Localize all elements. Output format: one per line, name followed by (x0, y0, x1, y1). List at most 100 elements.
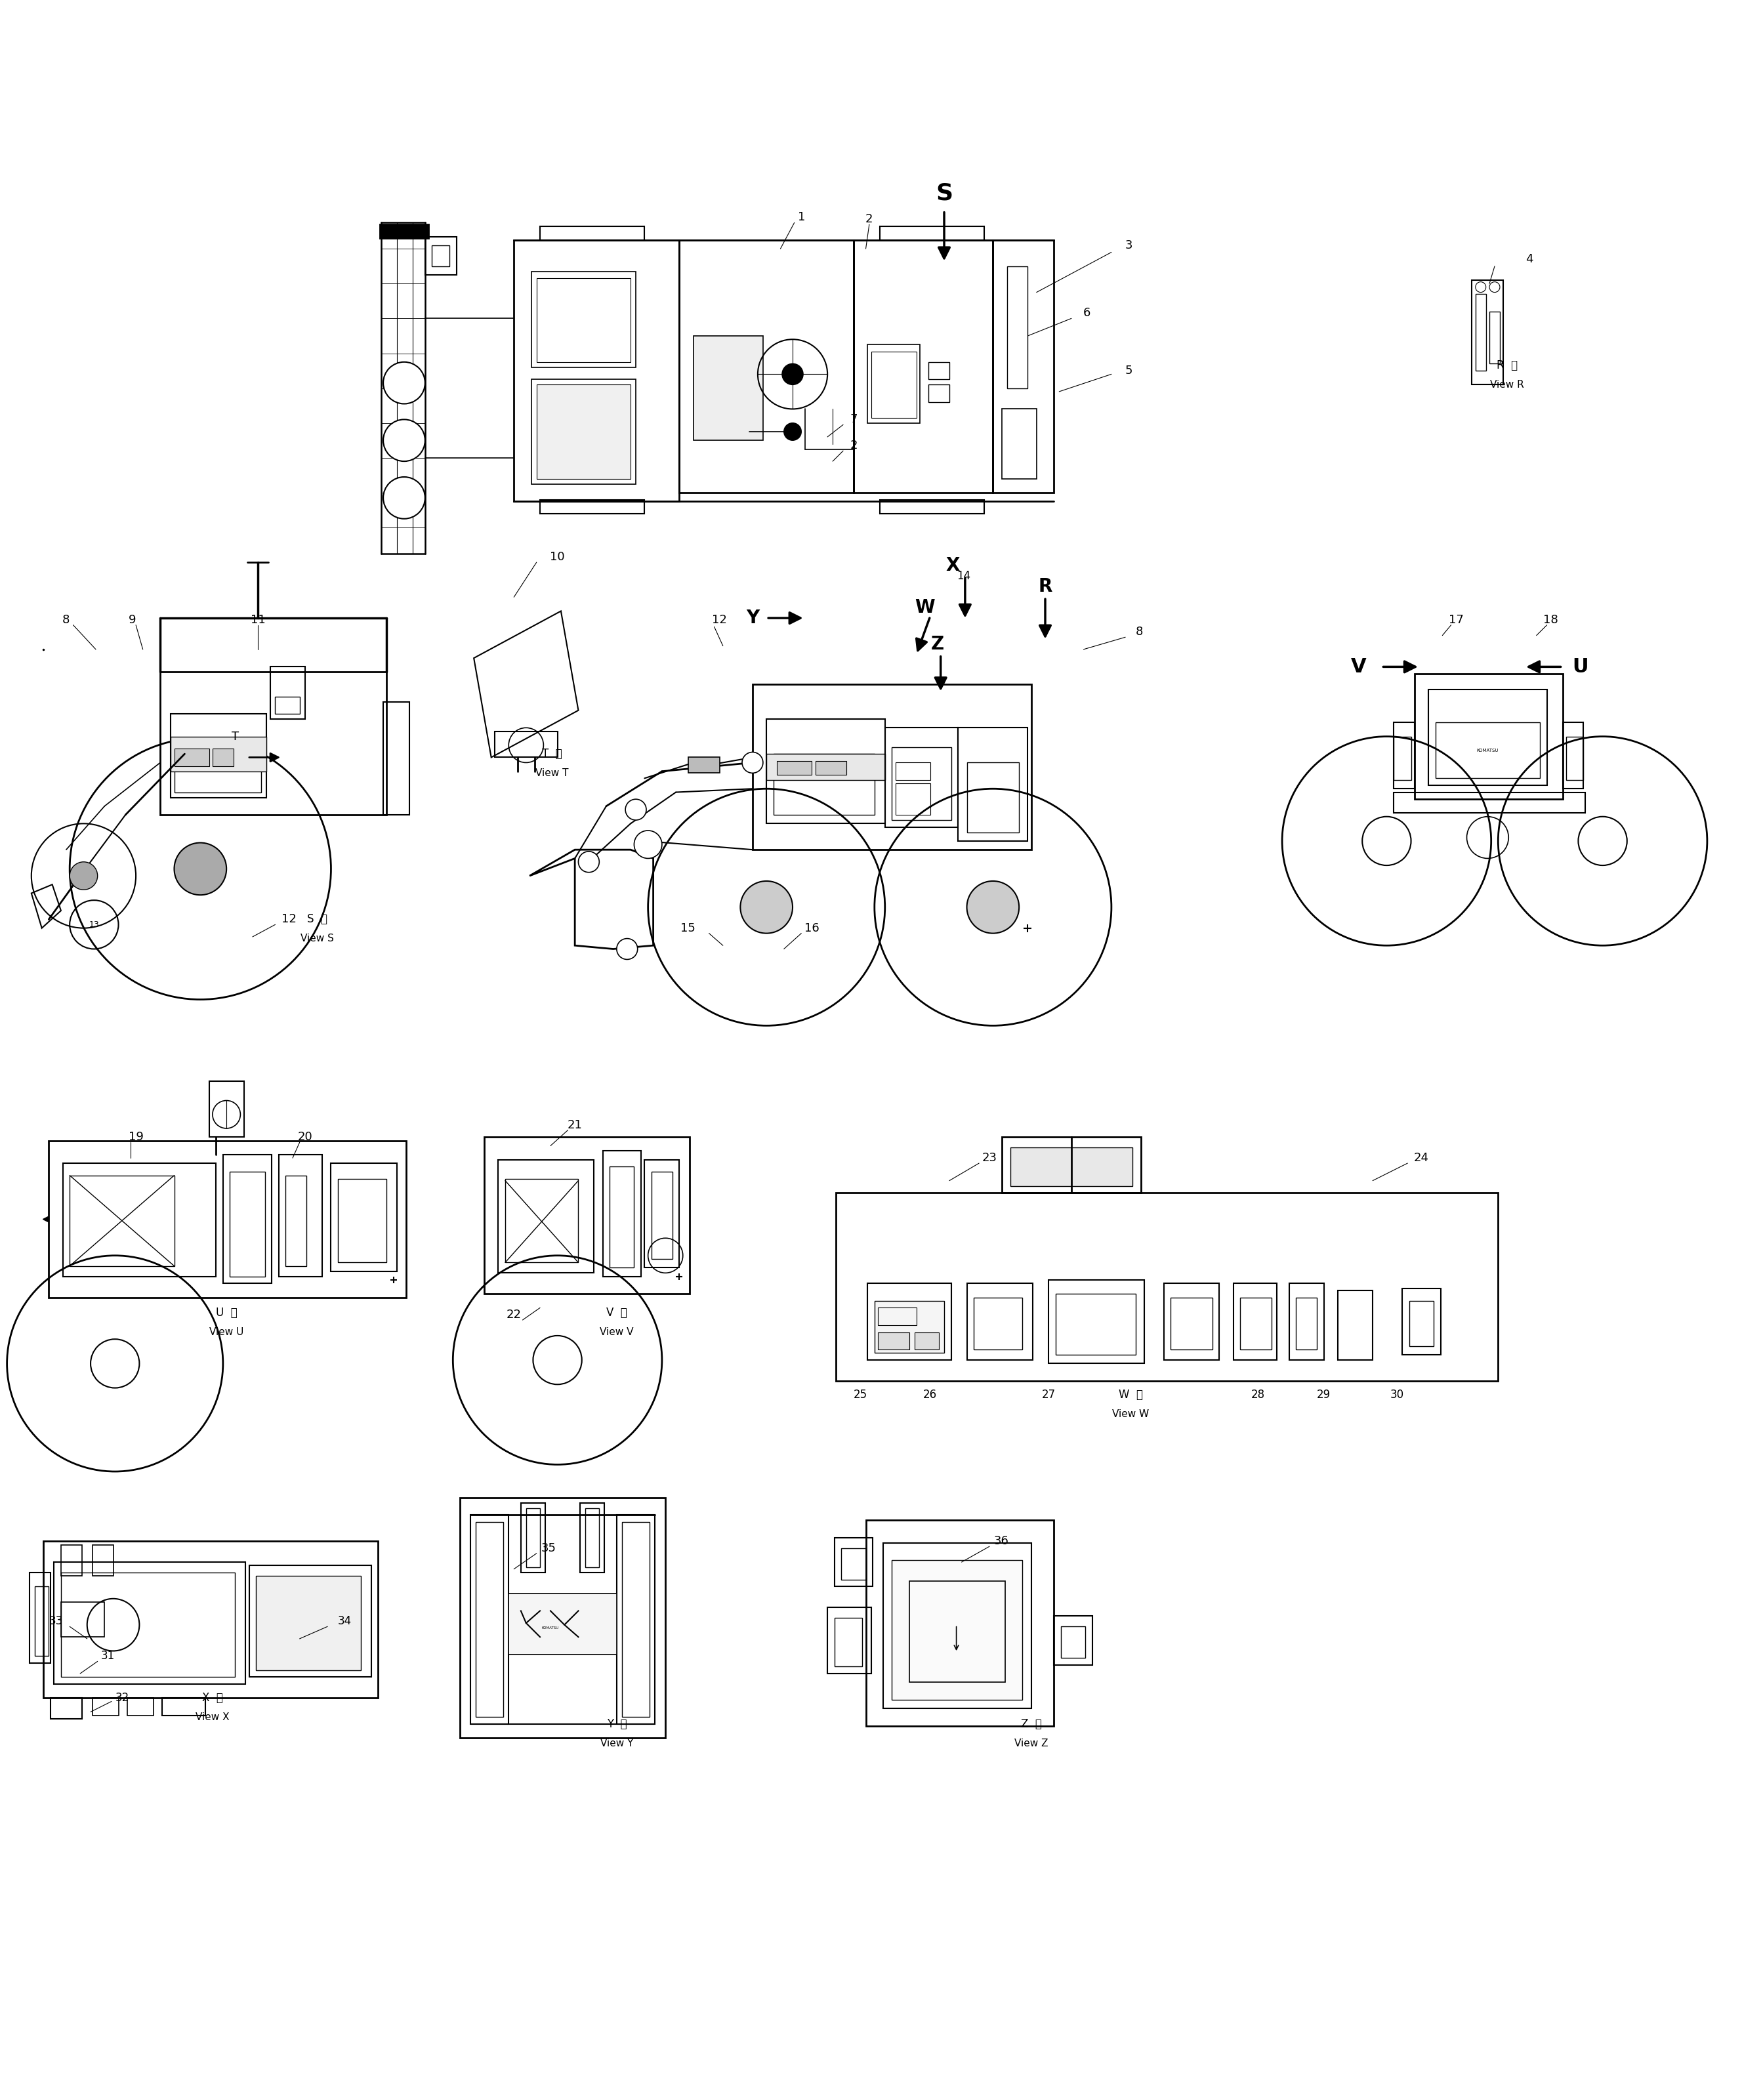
Bar (880, 227, 984, 239)
Text: S  视: S 视 (307, 914, 327, 926)
Bar (1475, 294, 1486, 372)
Bar (127, 1699, 153, 1716)
Bar (1171, 1298, 1212, 1350)
Text: 20: 20 (298, 1132, 312, 1142)
Text: 4: 4 (1526, 254, 1533, 265)
Text: 5: 5 (1125, 365, 1132, 376)
Bar (868, 344, 920, 422)
Bar (526, 1508, 540, 1567)
Bar (162, 1699, 206, 1716)
Bar (380, 225, 429, 237)
Bar (1563, 722, 1583, 790)
Bar (645, 1159, 679, 1268)
Bar (54, 1562, 246, 1684)
Text: 8: 8 (63, 613, 70, 626)
Text: KOMATSU: KOMATSU (542, 1628, 559, 1630)
Text: W: W (915, 598, 935, 617)
Bar (338, 1178, 387, 1262)
Bar (610, 1168, 634, 1268)
Text: Z: Z (930, 634, 944, 653)
Text: 35: 35 (542, 1541, 556, 1554)
Bar (171, 714, 267, 798)
Bar (432, 246, 449, 267)
Bar (460, 1497, 665, 1739)
Text: View Z: View Z (1014, 1739, 1049, 1747)
Bar (383, 701, 409, 815)
Bar (693, 336, 763, 441)
Text: 19: 19 (129, 1132, 143, 1142)
Circle shape (383, 420, 425, 462)
Bar (834, 1537, 873, 1586)
Bar (540, 227, 645, 239)
Bar (531, 271, 636, 368)
Bar (509, 1594, 617, 1655)
Bar (1289, 1283, 1324, 1361)
Bar (1489, 311, 1500, 363)
Bar (967, 1283, 1033, 1361)
Text: 8: 8 (1136, 626, 1143, 638)
Bar (1415, 674, 1563, 800)
Text: V: V (1352, 657, 1366, 676)
Bar (866, 1520, 1054, 1726)
Circle shape (784, 422, 801, 441)
Bar (1007, 267, 1028, 388)
Bar (773, 754, 874, 815)
Bar (1409, 1300, 1434, 1346)
Bar (470, 1514, 509, 1724)
Bar (249, 1567, 371, 1678)
Bar (1566, 737, 1583, 779)
Bar (1054, 1617, 1092, 1665)
Bar (928, 361, 949, 380)
Bar (885, 729, 958, 827)
Text: U  视: U 视 (216, 1306, 237, 1319)
Text: 15: 15 (681, 922, 695, 935)
Bar (230, 1172, 265, 1277)
Bar (892, 1560, 1023, 1699)
Bar (44, 1541, 378, 1699)
Bar (537, 384, 631, 479)
Bar (275, 697, 300, 714)
Bar (1394, 737, 1411, 779)
Bar (63, 1163, 216, 1277)
Bar (35, 1586, 49, 1657)
Text: 9: 9 (129, 613, 136, 626)
Bar (1002, 410, 1036, 479)
Circle shape (967, 882, 1019, 932)
Text: T  视: T 视 (542, 748, 563, 760)
Circle shape (782, 363, 803, 384)
Bar (1164, 1283, 1219, 1361)
Circle shape (383, 477, 425, 519)
Text: 14: 14 (956, 571, 970, 582)
Text: 6: 6 (1084, 307, 1090, 319)
Circle shape (383, 361, 425, 403)
Text: 11: 11 (251, 613, 265, 626)
Bar (880, 500, 984, 514)
Text: 2: 2 (866, 214, 873, 225)
Text: 7: 7 (850, 414, 857, 426)
Bar (1428, 689, 1547, 785)
Bar (1010, 1147, 1132, 1186)
Bar (505, 1178, 578, 1262)
Text: 1: 1 (798, 212, 805, 223)
Bar (967, 762, 1019, 832)
Bar (531, 380, 636, 483)
Bar (521, 1504, 545, 1573)
Bar (1435, 722, 1540, 779)
Bar (974, 1298, 1023, 1350)
Text: U: U (1571, 657, 1589, 676)
Text: 29: 29 (1317, 1388, 1331, 1401)
Bar (49, 1140, 406, 1298)
Text: 12: 12 (712, 613, 726, 626)
Text: View T: View T (535, 769, 570, 777)
Text: 24: 24 (1415, 1153, 1428, 1163)
Bar (836, 1193, 1498, 1382)
Bar (160, 672, 387, 815)
Bar (286, 1176, 307, 1266)
Bar (484, 1136, 690, 1294)
Bar (498, 1159, 594, 1273)
Bar (585, 1508, 599, 1567)
Circle shape (617, 939, 638, 960)
Text: 22: 22 (507, 1308, 521, 1321)
Bar (540, 500, 645, 514)
Text: 34: 34 (338, 1615, 352, 1628)
